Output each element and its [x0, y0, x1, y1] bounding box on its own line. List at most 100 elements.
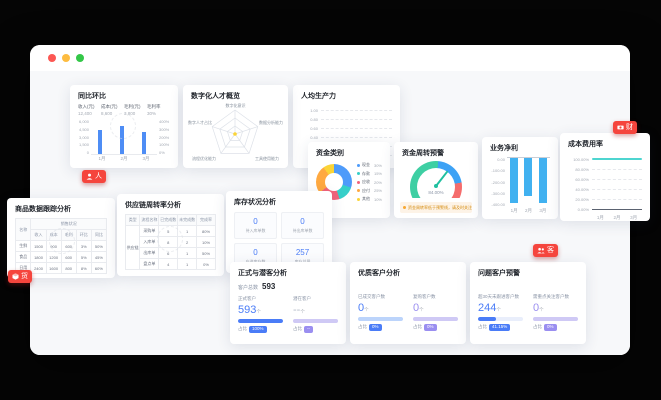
column-header: 完成率 — [196, 214, 216, 226]
profit-card: 业务净利 0.00 -100.00 -200.00 -300.00 -400.0… — [482, 137, 558, 219]
y-axis-right: 400% 300% 200% 100% 0% — [157, 119, 170, 155]
kpi-number: 0 — [413, 302, 420, 314]
minimize-window-button[interactable] — [62, 54, 70, 62]
legend-item[interactable]: 存款 15% — [357, 171, 382, 177]
tile-value: 257 — [295, 248, 310, 257]
cell: 1600 — [45, 262, 62, 274]
legend-item[interactable]: 应付 25% — [357, 188, 382, 194]
y-tick: 100.00% — [573, 156, 589, 162]
warning-customers-card: 问题客户预警 超30天未跟进客户数 244个 占比 41.15% 需重点关注客户数… — [470, 262, 586, 344]
column-header: 已完成数 — [158, 214, 179, 226]
stat-item: 毛利(元) 3,800 — [124, 104, 147, 116]
x-tick: 1月 — [98, 156, 106, 161]
y-tick: 0.60 — [310, 126, 318, 131]
kpi-label: 超30天未跟进客户数 — [478, 294, 520, 299]
column-header: 类型 — [124, 214, 141, 226]
y-tick: 40.00% — [575, 186, 589, 192]
kpi-progress-track — [413, 317, 458, 321]
ratio-label: 占比 — [358, 324, 367, 330]
gridline — [592, 168, 642, 170]
cell: 80% — [196, 225, 216, 237]
cell: 入库单 — [139, 236, 160, 248]
column-header: 环比 — [75, 229, 92, 241]
tile-label: 待出库单数 — [292, 228, 313, 233]
radar-web — [211, 109, 259, 154]
cell: 50% — [196, 247, 216, 259]
finance-group-badge: 财 — [613, 121, 637, 134]
bar — [510, 158, 519, 204]
gauge-warning-note: 资金周转率低于预警线，请及时关注 — [400, 202, 472, 213]
kpi-number: 244 — [478, 302, 497, 314]
ratio-label: 占比 — [238, 326, 247, 332]
legend-item[interactable]: 现金 30% — [357, 162, 382, 168]
cell: 1500 — [30, 240, 47, 252]
goods-table-card: 商品数据跟踪分析 名称 销售状况 收入 成本 毛利 环比 同比 生鲜 1500 … — [7, 198, 115, 278]
warning-text: 资金周转率低于预警线，请及时关注 — [408, 204, 472, 210]
stat-label: 毛利(元) — [124, 104, 141, 109]
warning-dot-icon — [403, 206, 406, 209]
column-header: 名称 — [14, 218, 32, 241]
compare-card: 同比环比 收入(元) 12,400 成本(元) 8,600 毛利(元) 3,80… — [70, 85, 178, 168]
legend-value: 30% — [373, 162, 382, 168]
gridline — [321, 128, 392, 129]
ratio-badge: 41.15% — [489, 324, 511, 331]
kpi-tile: 0 待入库单数 — [234, 212, 277, 239]
radar-chart: 数字化意识 数据分析能力 工具使用能力 流程优化能力 数字人才占比 — [188, 103, 283, 163]
kpi-progress-fill — [413, 317, 458, 321]
column-header: 流程名称 — [139, 214, 160, 226]
radar-axis-label: 数字人才占比 — [188, 120, 212, 125]
bar-current — [97, 129, 102, 154]
radar-axis-label: 流程优化能力 — [192, 156, 216, 161]
table-row: 供应链 采购单 5 1 80% — [124, 225, 216, 270]
goods-table: 名称 销售状况 收入 成本 毛利 环比 同比 生鲜 1500 900 600 3… — [14, 218, 108, 274]
gridline — [321, 119, 392, 120]
close-window-button[interactable] — [48, 54, 56, 62]
compare-bar-chart: 6,000 4,500 3,000 1,500 0 — [78, 119, 170, 155]
y-tick: 1,500 — [78, 142, 89, 148]
cell: 45% — [90, 251, 108, 263]
cell: 800 — [60, 262, 77, 274]
kpi-value: 0个 — [358, 302, 403, 314]
legend-item[interactable]: 应收 20% — [357, 179, 382, 185]
radar-card: 数字化人才概览 数字化意识 数据分析能力 工具使用能力 流程优化能力 数 — [183, 85, 288, 168]
y-tick: 60.00% — [575, 176, 589, 182]
ratio-badge: 100% — [249, 326, 267, 333]
data-line — [592, 158, 642, 160]
radar-axis-label: 数据分析能力 — [259, 120, 283, 125]
kpi-progress-track — [358, 317, 403, 321]
kpi-block: 超30天未跟进客户数 244个 占比 41.15% — [478, 294, 523, 331]
kpi-progress-fill — [358, 317, 403, 321]
bar — [538, 158, 547, 204]
legend-dot — [357, 163, 360, 167]
column-header: 收入 — [30, 229, 47, 241]
stat-label: 毛利率 — [147, 104, 161, 109]
y-tick: 400% — [159, 119, 170, 124]
total-value: 593 — [262, 282, 276, 291]
cell: 10% — [196, 236, 216, 248]
radar-data-point — [233, 132, 237, 136]
cell: 采购单 — [139, 225, 160, 237]
radar-axis-label: 工具使用能力 — [255, 156, 279, 161]
legend-dot — [357, 172, 360, 175]
badge-label: 人 — [95, 173, 102, 180]
kpi-value: 244个 — [478, 302, 523, 314]
kpi-unit: 个 — [300, 309, 305, 314]
legend-item[interactable]: 其他 10% — [357, 196, 382, 202]
bar-group — [119, 119, 129, 154]
kpi-value: 0个 — [413, 302, 458, 314]
legend-value: 25% — [373, 188, 382, 193]
maximize-window-button[interactable] — [76, 54, 84, 62]
ratio-badge: 0% — [424, 324, 437, 331]
bar-group — [141, 119, 151, 154]
x-tick: 2月 — [613, 215, 621, 220]
y-tick: -100.00 — [491, 168, 505, 174]
kpi-progress-track — [533, 317, 578, 321]
person-icon — [86, 173, 93, 180]
y-tick: -400.00 — [491, 202, 505, 207]
cell: 900 — [45, 240, 62, 252]
y-tick: 0% — [159, 150, 165, 155]
gridline — [592, 188, 642, 190]
column-header: 未完成数 — [177, 214, 198, 226]
y-tick: 0.40 — [310, 135, 318, 140]
